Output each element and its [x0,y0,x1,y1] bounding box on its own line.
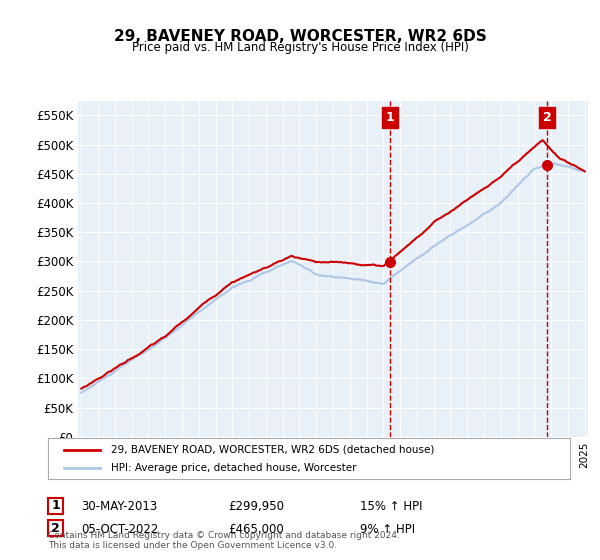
Text: £299,950: £299,950 [228,500,284,514]
Text: 2: 2 [51,521,60,535]
Text: 1: 1 [386,111,394,124]
Text: 15% ↑ HPI: 15% ↑ HPI [360,500,422,514]
Text: 29, BAVENEY ROAD, WORCESTER, WR2 6DS (detached house): 29, BAVENEY ROAD, WORCESTER, WR2 6DS (de… [110,445,434,455]
Text: 05-OCT-2022: 05-OCT-2022 [81,522,158,536]
Text: 1: 1 [51,499,60,512]
Text: HPI: Average price, detached house, Worcester: HPI: Average price, detached house, Worc… [110,463,356,473]
Text: 9% ↑ HPI: 9% ↑ HPI [360,522,415,536]
Text: 30-MAY-2013: 30-MAY-2013 [81,500,157,514]
Text: £465,000: £465,000 [228,522,284,536]
Text: Price paid vs. HM Land Registry's House Price Index (HPI): Price paid vs. HM Land Registry's House … [131,41,469,54]
Text: Contains HM Land Registry data © Crown copyright and database right 2024.
This d: Contains HM Land Registry data © Crown c… [48,530,400,550]
Text: 29, BAVENEY ROAD, WORCESTER, WR2 6DS: 29, BAVENEY ROAD, WORCESTER, WR2 6DS [113,29,487,44]
Text: 2: 2 [542,111,551,124]
